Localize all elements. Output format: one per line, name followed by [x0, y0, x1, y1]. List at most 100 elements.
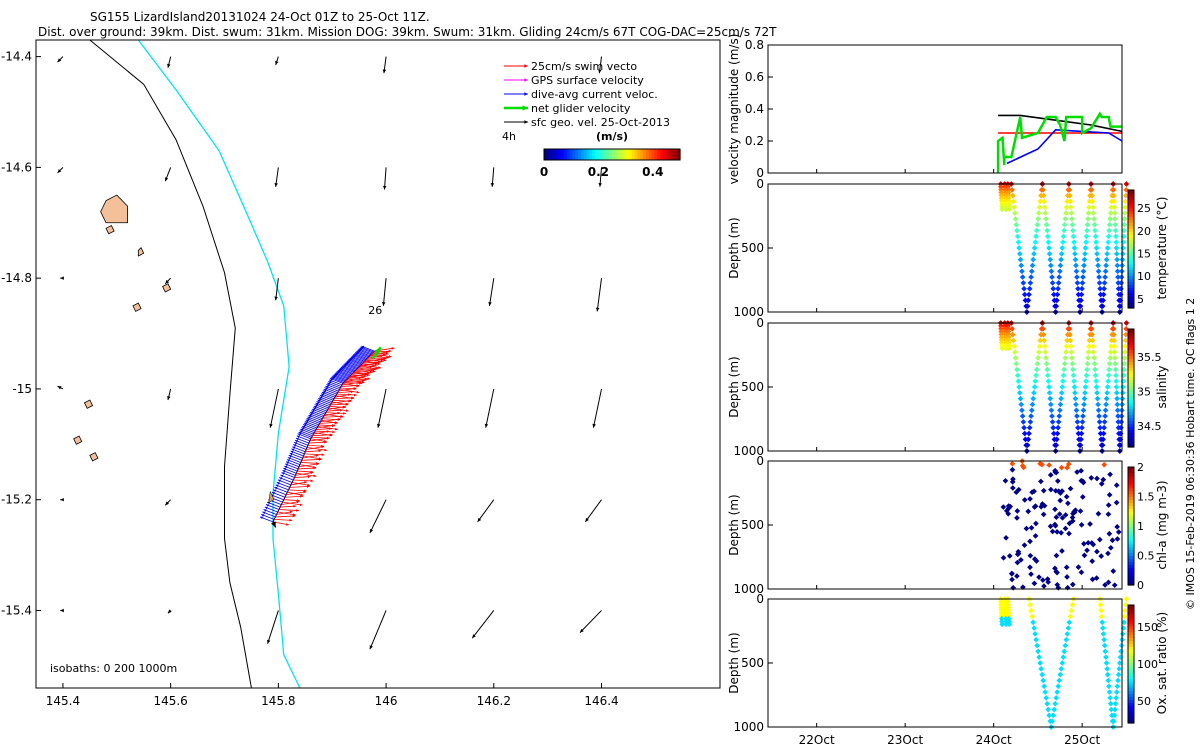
- map-xtick-label-3: 146: [375, 694, 398, 708]
- scatter-2-point-63: [1035, 355, 1041, 361]
- glider-start-arrow-head: [270, 521, 276, 528]
- panel-3-ytick-label-0: 0: [756, 316, 764, 330]
- sfc-vector-6-head: [164, 177, 169, 182]
- sfc-vector-8-head: [382, 185, 387, 190]
- panel-5-colorbar-swatch-24: [1128, 649, 1134, 653]
- panel-3-colorbar-swatch-30: [1128, 355, 1134, 360]
- scatter-1-point-105: [1061, 227, 1067, 234]
- dac-vector-34-head: [295, 437, 299, 441]
- panel-5-colorbar-swatch-37: [1128, 610, 1134, 615]
- dac-vector-47-head: [307, 416, 311, 420]
- dac-vector-69-head: [327, 382, 331, 386]
- panel-2-colorbar-tick-label-4: 25: [1137, 202, 1151, 215]
- dac-vector-39-head: [300, 428, 304, 432]
- scatter-2-point-101: [1060, 378, 1066, 385]
- panel-2-colorbar-swatch-11: [1128, 272, 1134, 277]
- swim-vector-61-shaft: [333, 399, 352, 402]
- scatter-1-point-42: [1012, 216, 1019, 222]
- scatter-1-point-32: [1009, 186, 1015, 193]
- scatter-3-point-22: [1028, 571, 1034, 577]
- scatter-4-point-45: [1055, 683, 1062, 690]
- swim-vector-72-shaft: [342, 382, 360, 387]
- scatter-2-point-239: [1120, 378, 1127, 385]
- scatter-1-point-50: [1015, 239, 1022, 246]
- scatter-1-point-107: [1061, 221, 1068, 228]
- panel-2-colorbar-swatch-39: [1128, 190, 1134, 194]
- scatter-1-point-176: [1090, 204, 1096, 211]
- panel-3-ytick-label-2: 1000: [733, 444, 764, 458]
- map-ytick-label-4: -15.2: [1, 493, 32, 507]
- sfc-vector-24: [164, 499, 172, 506]
- panel-3-colorbar-swatch-17: [1128, 393, 1134, 398]
- swim-vector-5-head: [296, 509, 299, 512]
- dac-vector-37: [298, 431, 312, 438]
- scatter-4-point-32: [1027, 601, 1033, 608]
- legend-label-swim: 25cm/s swim vecto: [531, 60, 637, 73]
- sfc-vector-25-head: [369, 528, 374, 533]
- sfc-vector-16-head: [595, 307, 600, 312]
- scatter-1-point-251: [1122, 204, 1129, 211]
- scatter-4-point-112: [1107, 700, 1114, 707]
- panel-5-colorbar-swatch-16: [1128, 672, 1134, 677]
- scatter-2-point-56: [1017, 395, 1024, 402]
- panel-5-colorbar-tick-label-1: 100: [1137, 658, 1158, 671]
- scatter-3-point-18: [1065, 500, 1071, 507]
- swim-vector-80-head: [367, 377, 371, 380]
- dac-vector-18: [281, 472, 295, 478]
- dac-vector-42: [302, 424, 317, 430]
- panel-5-frame: [767, 598, 1123, 728]
- scatter-4-point-67: [1066, 619, 1073, 626]
- panel-2-colorbar-swatch-14: [1128, 263, 1134, 268]
- scatter-3-point-68: [1056, 511, 1063, 517]
- swim-vector-25: [300, 462, 319, 465]
- scatter-1-point-256: [1116, 303, 1123, 310]
- scatter-3-point-58: [1063, 564, 1070, 571]
- scatter-2-point-238: [1113, 389, 1120, 396]
- sfc-vector-14-shaft: [382, 278, 387, 306]
- panel-2-colorbar-swatch-24: [1128, 234, 1134, 238]
- panel-3-colorbar-swatch-2: [1128, 438, 1134, 442]
- sfc-vector-1: [167, 56, 172, 68]
- scatter-3-point-42: [1025, 508, 1032, 515]
- legend-arrow-swim: [504, 64, 528, 68]
- panel-3-colorbar-swatch-21: [1128, 382, 1134, 386]
- scatter-2-point-97: [1058, 389, 1065, 396]
- scatter-3-point-35: [1088, 475, 1095, 481]
- swim-vector-56-shaft: [328, 407, 349, 412]
- dac-vector-11-head: [273, 489, 277, 492]
- scatter-1-point-37: [1026, 291, 1032, 298]
- scatter-3-point-50: [1014, 559, 1021, 566]
- swim-vector-65-shaft: [336, 393, 357, 396]
- swim-vector-100: [368, 357, 387, 362]
- panel-4-colorbar-swatch-11: [1128, 549, 1134, 554]
- dac-vector-3-head: [263, 509, 267, 512]
- scatter-4-point-118: [1109, 718, 1116, 725]
- scatter-1-point-245: [1121, 221, 1128, 228]
- scatter-4-point-93: [1115, 677, 1121, 684]
- dac-vector-14: [276, 482, 290, 488]
- swim-vector-53-shaft: [325, 412, 346, 415]
- scatter-2-point-42: [1012, 355, 1019, 361]
- colorbar-tick-label-2: 0.4: [642, 165, 663, 179]
- scatter-4-point-83: [1112, 706, 1118, 713]
- swim-vector-77-head: [364, 378, 368, 381]
- sfc-vector-13-shaft: [275, 278, 279, 301]
- scatter-3-point-139: [1039, 501, 1046, 507]
- scatter-3-point-144: [1072, 507, 1079, 514]
- land-patch-4: [132, 302, 142, 312]
- scatter-2-point-95: [1058, 395, 1064, 402]
- scatter-4-point-62: [1042, 689, 1048, 695]
- panel-5-colorbar-swatch-26: [1128, 643, 1134, 647]
- dac-vector-27-head: [289, 452, 293, 456]
- panel-4-colorbar-swatch-9: [1128, 555, 1134, 560]
- panel-4-colorbar-swatch-30: [1128, 493, 1134, 498]
- colorbar-swatch-26: [617, 149, 622, 160]
- scatter-3-point-31: [1052, 521, 1058, 528]
- scatter-4-point-90: [1101, 636, 1107, 643]
- scatter-1-point-184: [1092, 227, 1098, 234]
- scatter-3-point-79: [1064, 574, 1070, 580]
- sfc-vector-21-shaft: [485, 388, 495, 428]
- swim-vector-9-head: [296, 499, 300, 502]
- swim-vector-84-head: [366, 373, 370, 377]
- panel-5-colorbar-swatch-5: [1128, 705, 1134, 709]
